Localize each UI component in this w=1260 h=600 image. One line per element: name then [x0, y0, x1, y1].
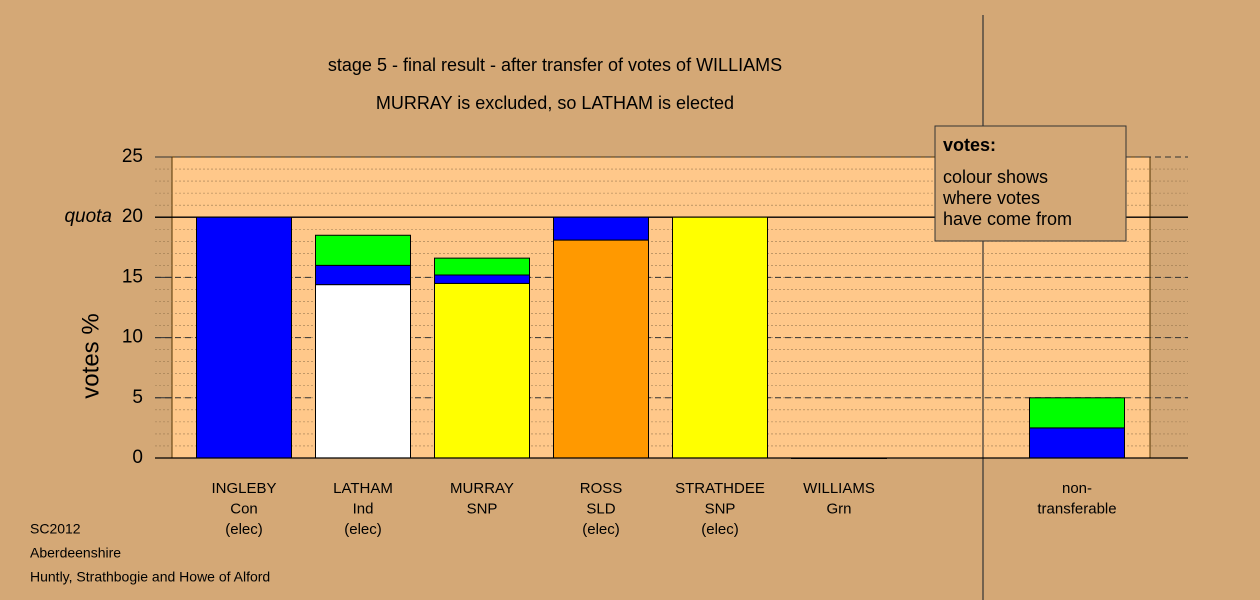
- legend-line: have come from: [943, 209, 1072, 229]
- x-tick-label: MURRAY: [450, 480, 514, 497]
- legend-title: votes:: [943, 135, 996, 155]
- legend-box: [934, 125, 1127, 242]
- x-tick-label: SNP: [705, 500, 736, 517]
- y-tick-label: 5: [132, 387, 143, 408]
- bar-segment: [672, 216, 768, 459]
- y-tick-label: 20: [122, 206, 143, 227]
- quota-label: quota: [64, 206, 112, 227]
- x-tick-label: WILLIAMS: [803, 480, 875, 497]
- bar-segment: [434, 282, 530, 459]
- bar-segment: [1029, 397, 1125, 429]
- footer: SC2012 Aberdeenshire Huntly, Strathbogie…: [30, 521, 270, 585]
- y-tick-label: 0: [132, 447, 143, 468]
- x-tick-label: ROSS: [580, 480, 623, 497]
- x-tick-label: SLD: [586, 500, 615, 517]
- x-tick-label: SNP: [467, 500, 498, 517]
- bar-segment: [434, 257, 530, 276]
- bar-segment: [315, 284, 411, 459]
- bar-segment: [196, 216, 292, 459]
- y-tick-label: 15: [122, 266, 143, 287]
- x-tick-label: non-: [1062, 480, 1092, 497]
- bar-segment: [315, 234, 411, 266]
- bar-segment: [434, 274, 530, 284]
- x-tick-label: Ind: [353, 500, 374, 517]
- x-tick-label: STRATHDEE: [675, 480, 765, 497]
- x-tick-label: Grn: [826, 500, 851, 517]
- x-tick-label: Con: [230, 500, 258, 517]
- x-tick-label: (elec): [225, 521, 263, 538]
- chart-subtitle: MURRAY is excluded, so LATHAM is elected: [376, 93, 734, 113]
- legend-line: where votes: [942, 188, 1040, 208]
- legend-line: colour shows: [943, 167, 1048, 187]
- x-tick-label: LATHAM: [333, 480, 393, 497]
- x-tick-label: (elec): [582, 521, 620, 538]
- chart-title: stage 5 - final result - after transfer …: [328, 55, 782, 75]
- y-axis-label: votes %: [77, 313, 104, 398]
- x-tick-label: (elec): [344, 521, 382, 538]
- bar-segment: [553, 239, 649, 459]
- x-tick-label: transferable: [1037, 500, 1116, 517]
- x-tick-label: INGLEBY: [211, 480, 276, 497]
- footer-line: Aberdeenshire: [30, 545, 121, 561]
- bar-segment: [1029, 427, 1125, 459]
- bar-segment: [553, 216, 649, 241]
- y-tick-label: 25: [122, 146, 143, 167]
- x-tick-label: (elec): [701, 521, 739, 538]
- bar-segment: [315, 264, 411, 286]
- y-tick-label: 10: [122, 327, 143, 348]
- footer-line: SC2012: [30, 521, 81, 537]
- footer-line: Huntly, Strathbogie and Howe of Alford: [30, 569, 270, 585]
